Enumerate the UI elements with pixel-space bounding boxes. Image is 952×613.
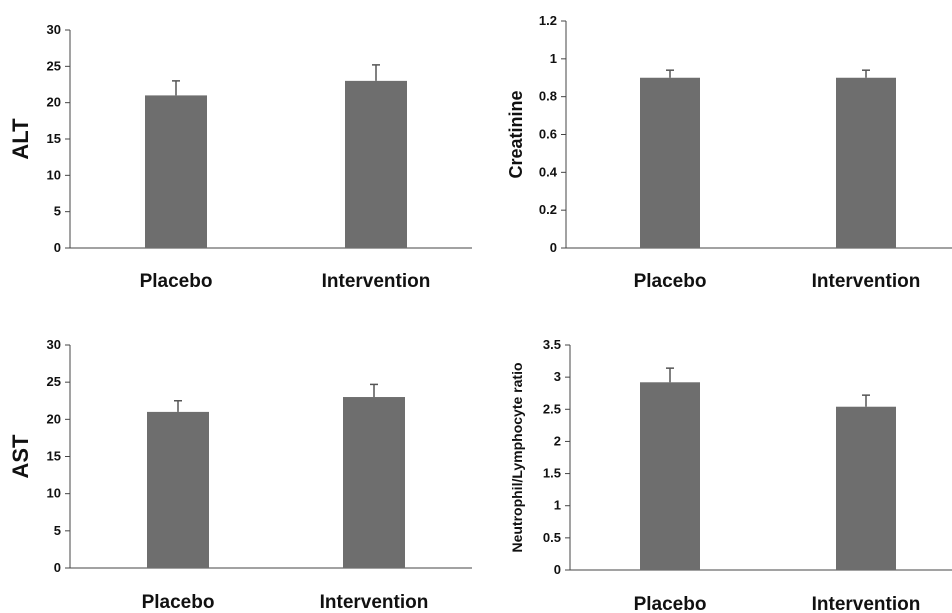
y-tick-label: 10 <box>47 167 61 182</box>
y-axis-title: ALT <box>8 118 33 160</box>
y-tick-label: 5 <box>54 523 61 538</box>
y-tick-label: 2.5 <box>543 401 561 416</box>
bar-placebo <box>640 77 700 248</box>
chart-panel-2: 0 0.2 0.4 0.6 0.8 1 1.2 Placebo Intervention Crea… <box>506 13 952 292</box>
y-tick-label: 1 <box>554 498 561 513</box>
y-tick-label: 20 <box>47 95 61 110</box>
chart-panel-1: 0 5 10 15 20 25 30 Placebo Intervention ALT <box>8 22 472 292</box>
bar-intervention <box>836 77 896 248</box>
x-category-label: Intervention <box>812 271 921 292</box>
bar-placebo <box>640 382 700 570</box>
bar-intervention <box>345 80 407 248</box>
y-tick-label: 30 <box>47 337 61 352</box>
y-tick-label: 1.2 <box>539 13 557 28</box>
bar-intervention <box>343 397 405 568</box>
x-category-label: Intervention <box>812 594 921 613</box>
y-tick-label: 25 <box>47 58 61 73</box>
y-tick-label: 2 <box>554 433 561 448</box>
y-tick-label: 0 <box>550 240 557 255</box>
y-tick-label: 0 <box>554 562 561 577</box>
y-tick-label: 20 <box>47 411 61 426</box>
y-tick-label: 0.4 <box>539 164 558 179</box>
y-tick-label: 0.2 <box>539 202 557 217</box>
x-category-label: Intervention <box>322 271 431 292</box>
y-tick-label: 0 <box>54 240 61 255</box>
y-tick-label: 15 <box>47 131 61 146</box>
x-category-label: Placebo <box>140 271 213 292</box>
x-category-label: Placebo <box>634 271 707 292</box>
chart-panel-4: 0 0.5 1 1.5 2 2.5 3 3.5 Placebo Intervention Neutr… <box>509 337 952 613</box>
y-axis-title: Neutrophil/Lymphocyte ratio <box>509 362 525 552</box>
bar-placebo <box>145 95 207 249</box>
y-tick-label: 5 <box>54 204 61 219</box>
y-tick-label: 0.5 <box>543 530 561 545</box>
chart-panel-3: 0 5 10 15 20 25 30 Placebo Intervention AST <box>8 337 472 613</box>
y-tick-label: 25 <box>47 374 61 389</box>
y-tick-label: 30 <box>47 22 61 37</box>
x-category-label: Placebo <box>142 592 215 613</box>
y-tick-label: 15 <box>47 449 61 464</box>
y-tick-label: 0.8 <box>539 89 557 104</box>
y-axis-title: Creatinine <box>506 90 526 178</box>
bar-placebo <box>147 411 209 568</box>
bar-intervention <box>836 406 896 570</box>
y-axis-title: AST <box>8 434 33 479</box>
y-tick-label: 1 <box>550 51 557 66</box>
y-tick-label: 0.6 <box>539 127 557 142</box>
y-tick-label: 10 <box>47 486 61 501</box>
y-tick-label: 3 <box>554 369 561 384</box>
x-category-label: Intervention <box>320 592 429 613</box>
y-tick-label: 3.5 <box>543 337 561 352</box>
x-category-label: Placebo <box>634 594 707 613</box>
y-tick-label: 0 <box>54 560 61 575</box>
y-tick-label: 1.5 <box>543 466 561 481</box>
